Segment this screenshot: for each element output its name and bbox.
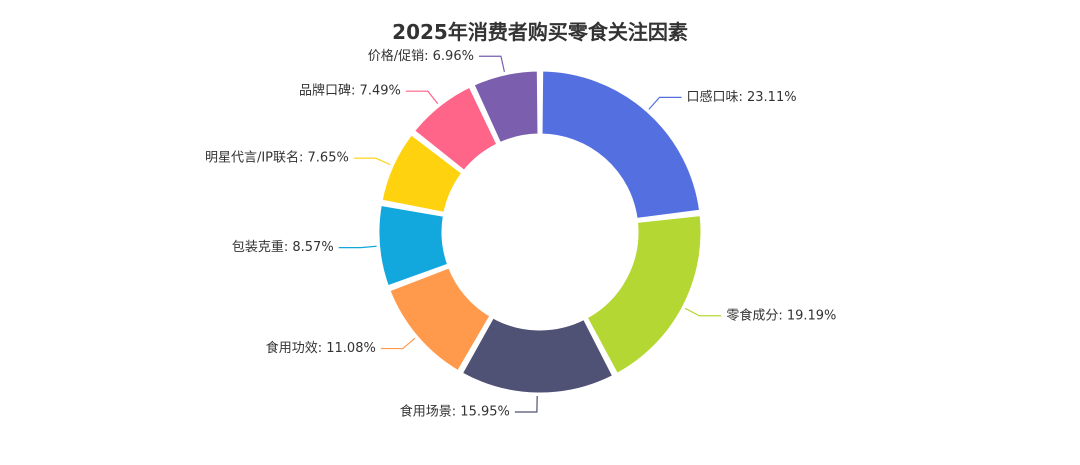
leader-line-8 [478,55,506,73]
slice-1[interactable] [539,68,703,221]
labels-layer: 口感口味: 23.11% 零食成分: 19.19% 食用场景: 15.95% 食用功效… [205,48,836,420]
leader-line-6 [353,157,391,166]
slice-8[interactable] [471,68,541,146]
slice-6[interactable] [379,132,465,215]
slice-label-4: 食用功效: 11.08% [266,340,376,356]
leaders-layer [338,55,722,413]
chart-title: 2025年消费者购买零食关注因素 [392,20,688,44]
slice-4[interactable] [387,265,493,374]
slice-label-5: 包装克重: 8.57% [232,239,334,255]
slice-3[interactable] [459,315,616,396]
slice-label-2: 零食成分: 19.19% [726,307,836,323]
slice-label-1: 口感口味: 23.11% [687,89,797,105]
leader-line-1 [648,96,682,110]
slice-label-7: 品牌口碑: 7.49% [299,83,401,99]
leader-line-4 [380,337,416,350]
leader-line-7 [405,90,439,105]
slice-7[interactable] [411,84,500,174]
slice-2[interactable] [584,212,704,377]
leader-line-2 [684,307,722,317]
slice-label-3: 食用场景: 15.95% [400,403,510,419]
slice-label-6: 明星代言/IP联名: 7.65% [205,150,349,166]
slices-layer [376,68,704,396]
leader-line-3 [514,395,538,413]
leader-line-5 [338,245,377,249]
slice-5[interactable] [376,202,451,289]
slice-label-8: 价格/促销: 6.96% [368,48,474,64]
